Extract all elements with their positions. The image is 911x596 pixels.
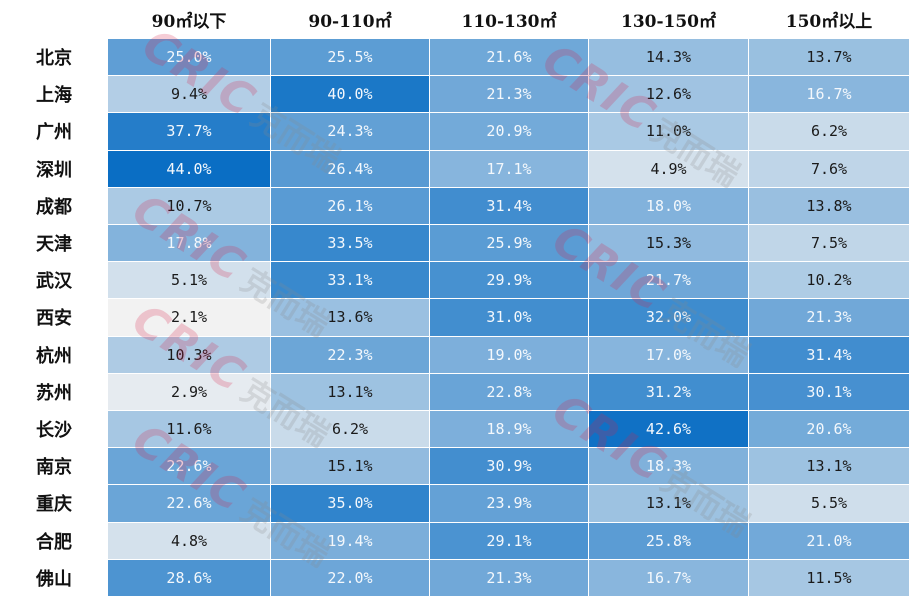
heatmap-cell: 10.3% (108, 336, 270, 373)
column-header: 90㎡以下 (151, 11, 227, 32)
heatmap-cell: 21.0% (749, 522, 909, 559)
heatmap-cell: 13.1% (589, 485, 748, 522)
heatmap-cell: 13.6% (271, 299, 429, 336)
row-label: 天津 (36, 234, 72, 256)
row-label: 武汉 (36, 271, 72, 293)
heatmap-cell: 2.9% (108, 373, 270, 410)
heatmap-cell: 25.8% (589, 522, 748, 559)
row-label: 西安 (36, 308, 72, 330)
heatmap-cell: 7.5% (749, 225, 909, 262)
heatmap-cell: 31.2% (589, 373, 748, 410)
heatmap-cell: 29.1% (430, 522, 588, 559)
heatmap-cell: 23.9% (430, 485, 588, 522)
row-label: 合肥 (36, 531, 72, 553)
row-label: 成都 (36, 196, 72, 218)
heatmap-cell: 37.7% (108, 113, 270, 150)
heatmap-cell: 32.0% (589, 299, 748, 336)
row-label: 长沙 (36, 420, 72, 442)
heatmap-cell: 10.7% (108, 187, 270, 224)
row-label: 重庆 (36, 494, 72, 516)
heatmap-cell: 31.4% (430, 187, 588, 224)
heatmap-cell: 15.3% (589, 225, 748, 262)
heatmap-cell: 22.6% (108, 485, 270, 522)
heatmap-cell: 28.6% (108, 559, 270, 596)
row-label: 深圳 (36, 159, 72, 181)
row-label: 广州 (36, 122, 72, 144)
heatmap-cell: 16.7% (749, 76, 909, 113)
row-label: 上海 (36, 85, 72, 107)
heatmap-cell: 25.5% (271, 39, 429, 76)
heatmap-cell: 13.1% (271, 373, 429, 410)
heatmap-cell: 22.6% (108, 448, 270, 485)
heatmap-cell: 22.3% (271, 336, 429, 373)
heatmap-cell: 29.9% (430, 262, 588, 299)
heatmap-cell: 24.3% (271, 113, 429, 150)
row-label: 苏州 (36, 382, 72, 404)
heatmap-cell: 20.6% (749, 411, 909, 448)
heatmap-cell: 21.6% (430, 39, 588, 76)
heatmap-cell: 7.6% (749, 150, 909, 187)
column-header: 130-150㎡ (620, 11, 717, 32)
heatmap-cell: 44.0% (108, 150, 270, 187)
heatmap-cell: 35.0% (271, 485, 429, 522)
heatmap-cell: 6.2% (271, 411, 429, 448)
heatmap-cell: 19.0% (430, 336, 588, 373)
heatmap-cell: 19.4% (271, 522, 429, 559)
heatmap-cell: 30.1% (749, 373, 909, 410)
heatmap-cell: 9.4% (108, 76, 270, 113)
heatmap-cell: 26.1% (271, 187, 429, 224)
heatmap-cell: 21.3% (430, 559, 588, 596)
heatmap-cell: 20.9% (430, 113, 588, 150)
heatmap-cell: 25.9% (430, 225, 588, 262)
heatmap-cell: 16.7% (589, 559, 748, 596)
heatmap-cell: 42.6% (589, 411, 748, 448)
heatmap-cell: 33.1% (271, 262, 429, 299)
heatmap-cell: 11.6% (108, 411, 270, 448)
column-header: 110-130㎡ (461, 11, 557, 32)
heatmap-cell: 31.0% (430, 299, 588, 336)
heatmap-cell: 18.9% (430, 411, 588, 448)
heatmap-cell: 10.2% (749, 262, 909, 299)
heatmap-cell: 21.3% (749, 299, 909, 336)
heatmap-cell: 5.5% (749, 485, 909, 522)
row-label: 杭州 (36, 345, 72, 367)
heatmap-cell: 25.0% (108, 39, 270, 76)
heatmap-cell: 31.4% (749, 336, 909, 373)
heatmap-cell: 21.7% (589, 262, 748, 299)
heatmap-cell: 13.8% (749, 187, 909, 224)
heatmap-cell: 30.9% (430, 448, 588, 485)
row-label: 北京 (36, 48, 72, 70)
heatmap-cell: 12.6% (589, 76, 748, 113)
heatmap-cell: 18.3% (589, 448, 748, 485)
heatmap-cell: 17.1% (430, 150, 588, 187)
heatmap-cell: 6.2% (749, 113, 909, 150)
heatmap-cell: 22.8% (430, 373, 588, 410)
heatmap-cell: 4.8% (108, 522, 270, 559)
column-header: 90-110㎡ (308, 11, 392, 32)
heatmap-cell: 13.1% (749, 448, 909, 485)
heatmap-cell: 22.0% (271, 559, 429, 596)
heatmap-cell: 2.1% (108, 299, 270, 336)
heatmap-cell: 17.8% (108, 225, 270, 262)
heatmap-cell: 17.0% (589, 336, 748, 373)
column-header: 150㎡以上 (785, 11, 873, 32)
heatmap-cell: 11.0% (589, 113, 748, 150)
heatmap-cell: 15.1% (271, 448, 429, 485)
row-label: 南京 (36, 457, 72, 479)
heatmap-cell: 26.4% (271, 150, 429, 187)
heatmap-cell: 11.5% (749, 559, 909, 596)
heatmap-cell: 4.9% (589, 150, 748, 187)
row-label: 佛山 (36, 568, 72, 590)
heatmap-cell: 33.5% (271, 225, 429, 262)
heatmap-cell: 18.0% (589, 187, 748, 224)
heatmap-cell: 13.7% (749, 39, 909, 76)
heatmap-cell: 14.3% (589, 39, 748, 76)
heatmap-cell: 5.1% (108, 262, 270, 299)
heatmap-cell: 21.3% (430, 76, 588, 113)
heatmap-cell: 40.0% (271, 76, 429, 113)
